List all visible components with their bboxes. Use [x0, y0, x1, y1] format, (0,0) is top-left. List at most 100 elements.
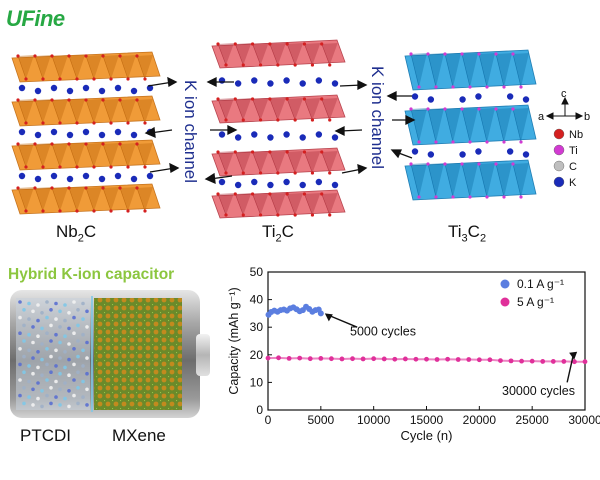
y-tick-label: 50	[250, 265, 264, 279]
data-point	[455, 357, 461, 362]
axes-key	[545, 96, 584, 120]
data-point	[339, 356, 345, 362]
label-ti3c2: Ti3C2	[448, 222, 486, 244]
data-point	[265, 355, 271, 361]
capacitor-illustration	[10, 290, 210, 418]
logo-text: UFine	[6, 6, 65, 31]
data-point	[466, 357, 472, 362]
label-nb2c: Nb2C	[56, 222, 96, 244]
data-point	[413, 356, 419, 362]
data-point	[307, 356, 313, 362]
data-point	[476, 357, 482, 363]
data-point	[371, 356, 377, 362]
data-point	[360, 356, 366, 362]
data-point	[445, 356, 451, 362]
data-point	[350, 356, 355, 362]
label-ti3c2-sub: 3	[461, 232, 468, 245]
label-ti2c-base: Ti	[262, 222, 276, 241]
atom-legend-item: Nb	[553, 128, 583, 141]
y-tick-label: 30	[250, 320, 264, 334]
annotation-arrow	[328, 314, 358, 328]
crystal-block	[404, 49, 537, 201]
data-point	[317, 310, 324, 317]
data-point	[392, 356, 398, 362]
k-ion-channel-right: K ion channel	[368, 66, 387, 170]
y-axis-label: Capacity (mAh g⁻¹)	[227, 287, 241, 394]
annotation-arrowhead	[324, 313, 333, 322]
x-tick-label: 10000	[357, 413, 391, 427]
atom-legend-marker	[553, 160, 565, 172]
annotation-30000: 30000 cycles	[502, 351, 578, 398]
annotation-label: 5000 cycles	[350, 324, 416, 338]
data-point	[434, 357, 440, 362]
mxene-label: MXene	[112, 426, 166, 445]
axis-a-label: a	[538, 111, 545, 123]
x-axis-label: Cycle (n)	[400, 428, 452, 443]
atom-legend-marker	[553, 144, 565, 156]
legend-marker	[500, 297, 510, 307]
y-tick-label: 20	[250, 348, 264, 362]
data-point	[329, 356, 334, 362]
atom-legend-item: K	[553, 176, 577, 189]
ufine-logo: UFine	[6, 6, 65, 32]
data-point	[381, 356, 387, 362]
atom-legend-label: Ti	[569, 145, 578, 157]
crystal-block	[211, 39, 346, 219]
data-point	[424, 356, 429, 362]
axis-c-label: c	[561, 88, 567, 100]
data-point	[402, 356, 408, 362]
atom-legend-label: K	[569, 177, 577, 189]
annotation-5000: 5000 cycles	[324, 313, 416, 338]
crystal-block	[11, 51, 161, 215]
migration-arrows	[144, 76, 416, 185]
atom-legend-item: C	[553, 160, 577, 173]
data-point	[508, 358, 514, 364]
atom-legend-item: Ti	[553, 144, 578, 157]
atom-legend-label: C	[569, 161, 577, 173]
hybrid-capacitor-title: Hybrid K-ion capacitor	[8, 266, 175, 283]
annotation-arrow	[566, 355, 574, 383]
annotation-arrowhead	[569, 351, 578, 360]
label-ti3c2-sub2: 2	[479, 232, 487, 245]
k-ion-channel-left: K ion channel	[181, 80, 200, 184]
label-nb2c-tail: C	[83, 222, 97, 241]
series-0	[265, 303, 324, 318]
data-point	[318, 355, 324, 361]
mxene-electrode	[94, 298, 182, 410]
label-ti2c: Ti2C	[262, 222, 294, 244]
x-tick-label: 0	[265, 413, 272, 427]
data-point	[487, 357, 493, 363]
legend-marker	[500, 279, 510, 289]
x-tick-label: 30000	[568, 413, 600, 427]
y-tick-label: 10	[250, 375, 264, 389]
data-point	[550, 359, 556, 364]
label-ti3c2-tail: C	[467, 222, 480, 241]
atom-legend: Nb Ti CK	[553, 128, 583, 189]
ptcdi-electrode	[16, 298, 90, 410]
x-tick-label: 20000	[463, 413, 497, 427]
data-point	[276, 355, 281, 361]
x-tick-label: 25000	[515, 413, 549, 427]
atom-legend-label: Nb	[569, 129, 583, 141]
capacity-chart: 0 5000 10000 15000 20000 25000 30000 0 10 20 30 40 5…	[227, 265, 600, 443]
data-point	[519, 358, 524, 364]
label-ti3c2-base: Ti	[448, 222, 462, 241]
annotation-label: 30000 cycles	[502, 384, 575, 398]
axis-b-label: b	[584, 111, 590, 123]
legend-entry: 0.1 A g⁻¹	[500, 277, 564, 291]
atom-legend-marker	[553, 176, 565, 188]
data-point	[540, 359, 546, 364]
label-nb2c-sub: 2	[77, 232, 84, 245]
data-point	[529, 358, 535, 364]
data-point	[297, 355, 303, 361]
label-nb2c-base: Nb	[56, 222, 78, 241]
data-point	[582, 359, 588, 365]
y-tick-label: 0	[256, 403, 263, 417]
ptcdi-label: PTCDI	[20, 426, 71, 445]
data-point	[498, 358, 503, 363]
legend-label: 0.1 A g⁻¹	[517, 277, 564, 291]
label-ti2c-sub: 2	[275, 232, 282, 245]
atom-legend-marker	[553, 128, 565, 140]
data-point	[572, 359, 577, 365]
